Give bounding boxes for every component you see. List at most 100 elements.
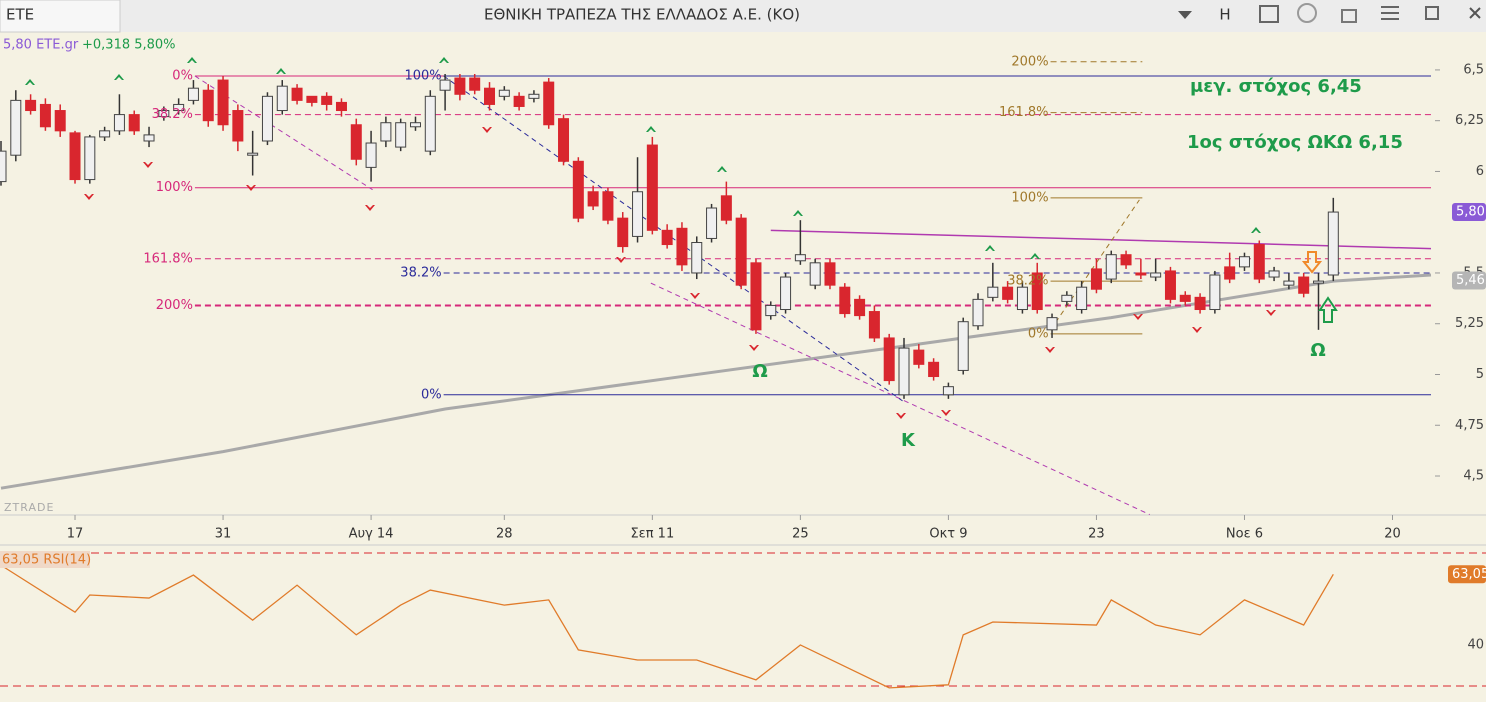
fib-label: 0%	[421, 387, 442, 402]
candle-body	[706, 207, 718, 239]
fib-label: 161.8%	[999, 105, 1049, 120]
annotation: Κ	[901, 430, 916, 451]
candle-body	[173, 103, 185, 112]
candle-body	[957, 321, 969, 371]
x-tick-label: 23	[1088, 527, 1105, 542]
candle-body	[113, 114, 125, 132]
restore-button[interactable]	[1425, 6, 1439, 20]
candle-body	[794, 254, 806, 262]
candle-body	[1268, 270, 1280, 278]
fib-label: 161.8%	[143, 251, 193, 266]
candle-body	[1090, 268, 1102, 290]
candle-body	[868, 311, 880, 339]
candle-body	[1253, 244, 1265, 280]
price-tag-label: 5,4627	[1456, 273, 1486, 288]
fib-label: 0%	[1028, 326, 1049, 341]
rsi-label: 63,05 RSI(14)	[2, 553, 91, 568]
lock-button[interactable]	[1341, 9, 1357, 23]
candle-body	[128, 114, 140, 132]
x-tick-label: 25	[792, 527, 809, 542]
trendline	[194, 75, 373, 191]
candle-body	[898, 347, 910, 396]
candle-body	[632, 191, 644, 237]
rsi-tick-label: 40	[1467, 637, 1484, 652]
candle-body	[602, 191, 614, 221]
candle-body	[1061, 294, 1073, 302]
candle-body	[1312, 280, 1324, 284]
dropdown[interactable]	[1178, 11, 1192, 19]
candle-body	[380, 122, 392, 142]
candle-body	[839, 286, 851, 315]
candle-body	[617, 217, 629, 248]
close-button[interactable]	[1469, 7, 1481, 19]
candle-body	[247, 152, 259, 156]
trendline	[443, 75, 903, 402]
candle-body	[824, 262, 836, 286]
candle-body	[202, 89, 214, 122]
candle-body	[350, 124, 362, 160]
candle-body	[1164, 270, 1176, 300]
symbol-box[interactable]	[0, 0, 121, 33]
candle-body	[558, 118, 570, 162]
candle-body	[1238, 256, 1250, 268]
candle-body	[780, 276, 792, 311]
candle-body	[484, 87, 496, 105]
fib-label: 100%	[404, 69, 441, 84]
rsi-label-bg	[0, 551, 90, 568]
candle-body	[750, 262, 762, 331]
toolbar	[0, 0, 1486, 32]
candle-body	[1194, 296, 1206, 311]
price-tag	[1452, 203, 1486, 222]
candle-body	[39, 103, 51, 128]
candle-body	[883, 337, 895, 382]
candle-body	[439, 79, 451, 91]
trendline	[770, 229, 1432, 250]
candle-body	[1016, 286, 1028, 311]
candle-body	[1283, 280, 1295, 286]
candle-body	[572, 160, 584, 219]
candle-body	[587, 191, 599, 207]
candle-body	[306, 95, 318, 103]
rsi-tag	[1448, 565, 1486, 584]
y-tick-label: 4,75	[1455, 418, 1484, 433]
y-tick-label: 4,5	[1463, 469, 1484, 484]
fib-label: 200%	[156, 298, 193, 313]
candle-body	[365, 142, 377, 168]
rsi-line	[0, 564, 1334, 689]
candle-body	[25, 99, 37, 112]
candle-body	[913, 349, 925, 365]
candle-body	[0, 150, 7, 183]
candle-body	[942, 386, 954, 396]
quote-button[interactable]	[1297, 3, 1317, 23]
rsi-tag-label: 63,05	[1452, 567, 1486, 582]
symbol: ETE	[6, 6, 34, 24]
candle-body	[187, 87, 199, 101]
candle-body	[661, 229, 673, 246]
annotation: Ω	[1310, 340, 1325, 361]
candle-body	[765, 304, 777, 317]
fib-label: 0%	[172, 69, 193, 84]
candle-body	[158, 110, 170, 118]
mode-button[interactable]: H	[1219, 6, 1230, 24]
panel-button[interactable]	[1259, 5, 1279, 23]
x-tick-label: Σεπ 11	[630, 527, 674, 542]
watermark: ZTRADE	[4, 501, 54, 514]
candle-body	[513, 95, 525, 107]
candle-body	[291, 87, 303, 101]
candle-body	[720, 195, 732, 221]
x-tick-label: Αυγ 14	[349, 527, 394, 542]
plot-area	[0, 61, 1432, 515]
x-tick-label: 31	[215, 527, 232, 542]
candle-body	[498, 89, 510, 97]
candle-body	[1031, 272, 1043, 311]
candle-body	[691, 242, 703, 274]
y-tick-label: 6,25	[1455, 113, 1484, 128]
candle-body	[646, 144, 658, 231]
x-tick-label: Οκτ 9	[929, 527, 967, 542]
menu-button[interactable]	[1381, 6, 1399, 20]
candle-body	[1046, 317, 1058, 331]
candle-body	[528, 93, 540, 99]
candle-body	[735, 217, 747, 286]
